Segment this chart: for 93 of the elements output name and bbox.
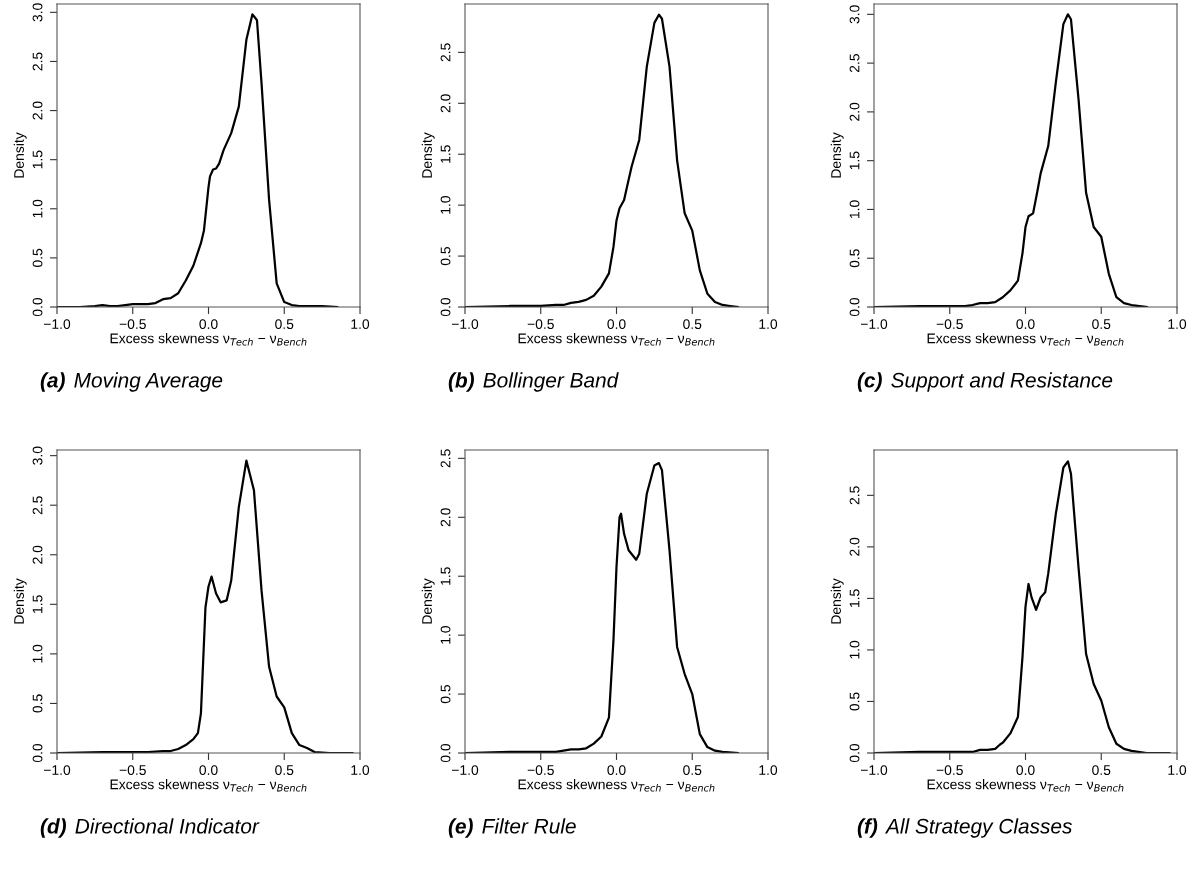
x-axis-title: Excess skewness ν$_{Tech}$ − ν$_{Bench}$ (110, 333, 307, 346)
x-axis-title: Excess skewness ν$_{Tech}$ − ν$_{Bench}$ (927, 779, 1124, 792)
y-tick-label: 1.5 (440, 145, 451, 163)
y-tick-label: 1.0 (849, 200, 860, 219)
y-tick-label: 1.5 (440, 567, 451, 585)
x-tick-label: 0.0 (1016, 765, 1035, 776)
x-axis-title: Excess skewness ν$_{Tech}$ − ν$_{Bench}$ (110, 779, 307, 792)
y-tick-label: 2.0 (32, 101, 43, 120)
y-tick-label: 3.0 (32, 446, 43, 465)
y-tick-label: 1.0 (32, 644, 43, 663)
text: (b) (448, 372, 474, 392)
x-tick-label: −1.0 (860, 319, 888, 330)
y-tick-label: 0.5 (32, 248, 43, 267)
y-tick-label: 2.0 (849, 537, 860, 556)
y-tick-label: 0.5 (440, 247, 451, 266)
y-tick-label: 2.5 (32, 496, 43, 515)
text: (d) (40, 818, 66, 838)
text: Bollinger Band (483, 372, 619, 392)
x-tick-label: 1.0 (1168, 319, 1187, 330)
x-tick-label: −1.0 (43, 319, 71, 330)
x-axis-title: Excess skewness ν$_{Tech}$ − ν$_{Bench}$ (518, 779, 715, 792)
y-tick-label: 1.5 (32, 150, 43, 169)
x-tick-label: 0.5 (683, 319, 702, 330)
y-axis-title: Density (13, 132, 27, 178)
y-tick-label: 0.0 (440, 743, 451, 763)
y-tick-label: 1.0 (440, 626, 451, 644)
y-tick-label: 2.0 (440, 94, 451, 113)
x-tick-label: 0.5 (275, 765, 294, 776)
x-tick-label: 1.0 (1168, 765, 1187, 776)
y-tick-label: 2.5 (440, 449, 451, 468)
x-axis-title: Excess skewness ν$_{Tech}$ − ν$_{Bench}$ (927, 333, 1124, 346)
x-tick-label: 1.0 (759, 765, 778, 776)
x-tick-label: −1.0 (860, 765, 888, 776)
x-tick-label: −1.0 (451, 319, 479, 330)
y-tick-label: 0.5 (440, 685, 451, 704)
y-axis-title: Density (830, 578, 844, 624)
x-tick-label: 0.0 (199, 319, 218, 330)
x-tick-label: 0.5 (275, 319, 294, 330)
x-tick-label: 1.0 (759, 319, 778, 330)
y-axis-title: Density (421, 578, 435, 624)
text: All Strategy Classes (884, 818, 1072, 838)
y-tick-label: 1.5 (849, 589, 860, 607)
x-tick-label: 0.5 (683, 765, 702, 776)
text: Support and Resistance (891, 372, 1113, 392)
text: Filter Rule (482, 818, 576, 834)
x-tick-label: −0.5 (936, 319, 963, 330)
x-tick-label: 0.0 (607, 765, 626, 776)
x-tick-label: −0.5 (527, 319, 554, 330)
text: (e) (448, 818, 473, 838)
y-axis-title: Density (13, 578, 27, 624)
y-tick-label: 2.0 (32, 545, 43, 564)
x-tick-label: 0.0 (607, 319, 626, 330)
y-tick-label: 1.0 (440, 196, 451, 214)
x-tick-label: −1.0 (43, 765, 71, 776)
x-tick-label: 0.0 (1016, 319, 1035, 330)
x-tick-label: 0.5 (1092, 319, 1111, 330)
x-tick-label: −0.5 (936, 765, 963, 776)
y-tick-label: 2.5 (32, 52, 43, 71)
y-tick-label: 2.5 (849, 54, 860, 73)
x-tick-label: 0.5 (1092, 765, 1111, 776)
y-tick-label: 0.0 (849, 297, 860, 317)
text: (f) (857, 818, 878, 838)
x-tick-label: 1.0 (351, 765, 370, 776)
y-tick-label: 3.0 (849, 5, 860, 24)
y-tick-label: 3.0 (32, 3, 43, 22)
y-tick-label: 2.5 (849, 486, 860, 505)
text: Directional Indicator (75, 818, 260, 834)
x-tick-label: −0.5 (119, 319, 146, 330)
x-tick-label: −0.5 (527, 765, 554, 776)
x-tick-label: 0.0 (199, 765, 218, 776)
y-tick-label: 0.5 (849, 692, 860, 711)
x-axis-title: Excess skewness ν$_{Tech}$ − ν$_{Bench}$ (518, 333, 715, 346)
y-axis-title: Density (830, 132, 844, 178)
text: Moving Average (74, 372, 223, 392)
text: (a) (40, 372, 65, 392)
y-tick-label: 0.5 (849, 249, 860, 268)
x-tick-label: 1.0 (351, 319, 370, 330)
y-tick-label: 0.0 (849, 743, 860, 763)
x-tick-label: −0.5 (119, 765, 146, 776)
y-tick-label: 1.5 (32, 595, 43, 613)
y-tick-label: 2.0 (849, 102, 860, 121)
y-tick-label: 2.0 (440, 508, 451, 527)
y-tick-label: 1.0 (849, 640, 860, 659)
y-tick-label: 1.0 (32, 199, 43, 218)
y-axis-title: Density (421, 132, 435, 178)
y-tick-label: 0.0 (32, 297, 43, 317)
x-tick-label: −1.0 (451, 765, 479, 776)
y-tick-label: 2.5 (440, 43, 451, 62)
y-tick-label: 0.5 (32, 694, 43, 713)
y-tick-label: 0.0 (32, 743, 43, 763)
text: (c) (857, 372, 882, 392)
y-tick-label: 1.5 (849, 151, 860, 170)
y-tick-label: 0.0 (440, 297, 451, 317)
